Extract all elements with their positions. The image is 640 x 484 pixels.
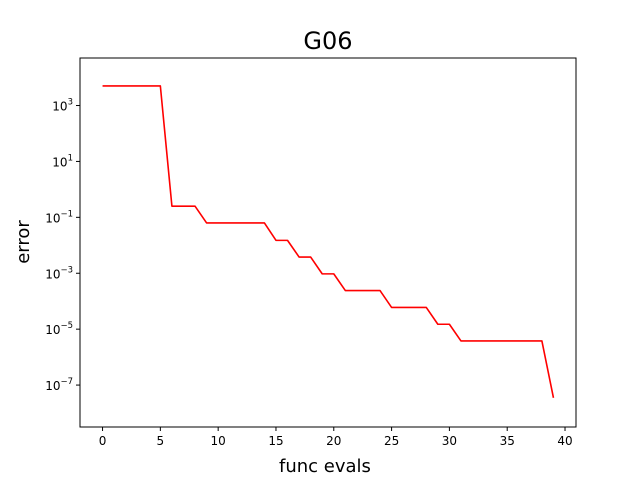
series-layer [102,85,555,398]
series-line [102,85,555,398]
y-axis-label: error [13,220,34,264]
x-tick-label: 0 [99,434,107,448]
x-tick-label: 30 [442,434,457,448]
x-tick-label: 10 [211,434,226,448]
x-tick-label: 25 [384,434,399,448]
x-tick-label: 35 [500,434,515,448]
y-tick-label: 10−1 [45,209,73,225]
y-tick-label: 101 [52,153,73,169]
ticks-layer: 0 5 10 15 20 25 30 35 40 103 101 10−1 10−3 10−5 10−7 [45,98,572,448]
y-tick-label: 103 [52,98,73,114]
chart-title: G06 [303,27,352,55]
x-tick-label: 40 [557,434,572,448]
y-tick-label: 10−7 [45,377,73,393]
y-tick-label: 10−3 [45,265,73,281]
x-axis-label: func evals [279,456,371,477]
x-tick-label: 15 [268,434,283,448]
x-tick-label: 5 [157,434,165,448]
plot-frame [79,57,577,428]
y-tick-label: 10−5 [45,321,73,337]
x-tick-label: 20 [326,434,341,448]
